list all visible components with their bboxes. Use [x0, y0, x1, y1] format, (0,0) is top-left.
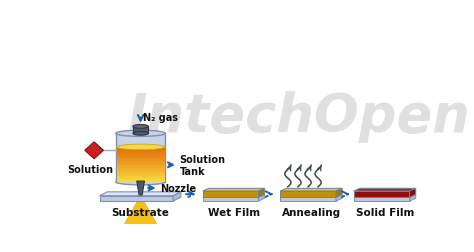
Bar	[117, 180, 164, 182]
Polygon shape	[85, 142, 103, 159]
Polygon shape	[134, 196, 147, 207]
Bar	[117, 173, 164, 175]
Polygon shape	[280, 191, 336, 197]
Polygon shape	[173, 192, 181, 201]
Ellipse shape	[116, 131, 165, 137]
Bar	[117, 172, 164, 174]
Polygon shape	[202, 188, 264, 191]
Polygon shape	[131, 196, 150, 212]
Polygon shape	[132, 196, 149, 211]
Polygon shape	[138, 196, 144, 201]
Bar	[117, 179, 164, 181]
Bar	[117, 155, 164, 157]
Bar	[117, 147, 164, 149]
Polygon shape	[140, 196, 141, 197]
Polygon shape	[354, 188, 416, 191]
Polygon shape	[124, 196, 157, 224]
Text: Solution
Tank: Solution Tank	[179, 154, 225, 176]
Polygon shape	[202, 195, 264, 197]
Polygon shape	[202, 197, 258, 201]
Polygon shape	[336, 188, 342, 197]
Bar	[117, 154, 164, 156]
Polygon shape	[131, 196, 151, 213]
Bar	[117, 160, 164, 161]
Polygon shape	[410, 195, 416, 201]
Text: Wet Film: Wet Film	[208, 207, 260, 217]
Bar	[117, 178, 164, 179]
Text: Substrate: Substrate	[111, 207, 169, 217]
Bar	[133, 127, 148, 134]
Polygon shape	[258, 195, 264, 201]
Polygon shape	[136, 196, 146, 204]
Polygon shape	[100, 192, 181, 196]
Polygon shape	[128, 196, 154, 218]
Polygon shape	[135, 196, 146, 206]
Polygon shape	[137, 181, 145, 195]
Polygon shape	[258, 188, 264, 197]
Bar	[117, 150, 164, 151]
Polygon shape	[100, 196, 173, 201]
Bar	[117, 175, 164, 177]
Polygon shape	[280, 197, 336, 201]
Polygon shape	[354, 197, 410, 201]
Bar	[117, 166, 164, 168]
Ellipse shape	[133, 125, 148, 129]
Bar	[116, 134, 165, 182]
Bar	[117, 157, 164, 159]
Bar	[117, 152, 164, 154]
Polygon shape	[124, 196, 158, 225]
Ellipse shape	[117, 145, 164, 150]
Polygon shape	[123, 196, 158, 227]
Polygon shape	[127, 196, 155, 220]
Polygon shape	[134, 196, 148, 208]
Bar	[117, 148, 164, 150]
Polygon shape	[129, 196, 152, 215]
Text: Annealing: Annealing	[282, 207, 341, 217]
Text: Nozzle: Nozzle	[160, 183, 196, 193]
Polygon shape	[137, 196, 144, 202]
Bar	[117, 164, 164, 165]
Polygon shape	[336, 195, 342, 201]
Polygon shape	[354, 195, 416, 197]
Text: Solid Film: Solid Film	[356, 207, 414, 217]
Bar	[117, 171, 164, 172]
Text: Solution: Solution	[67, 165, 113, 174]
Text: N₂ gas: N₂ gas	[143, 113, 178, 123]
Bar	[117, 151, 164, 153]
Ellipse shape	[133, 132, 148, 136]
Bar	[117, 176, 164, 178]
Bar	[117, 165, 164, 167]
Bar	[117, 168, 164, 170]
Bar	[117, 161, 164, 163]
Bar	[117, 169, 164, 171]
Polygon shape	[410, 188, 416, 197]
Polygon shape	[130, 196, 151, 214]
Polygon shape	[137, 196, 145, 203]
Polygon shape	[202, 191, 258, 197]
Polygon shape	[128, 196, 153, 217]
Polygon shape	[280, 188, 342, 191]
Polygon shape	[354, 191, 410, 197]
Text: IntechOpen: IntechOpen	[128, 91, 471, 143]
Polygon shape	[125, 196, 156, 223]
Polygon shape	[127, 196, 154, 219]
Bar	[117, 158, 164, 160]
Ellipse shape	[116, 179, 165, 185]
Polygon shape	[280, 195, 342, 197]
Bar	[117, 162, 164, 164]
Polygon shape	[139, 196, 142, 198]
Polygon shape	[138, 196, 143, 200]
Polygon shape	[133, 196, 148, 209]
Polygon shape	[126, 196, 155, 222]
